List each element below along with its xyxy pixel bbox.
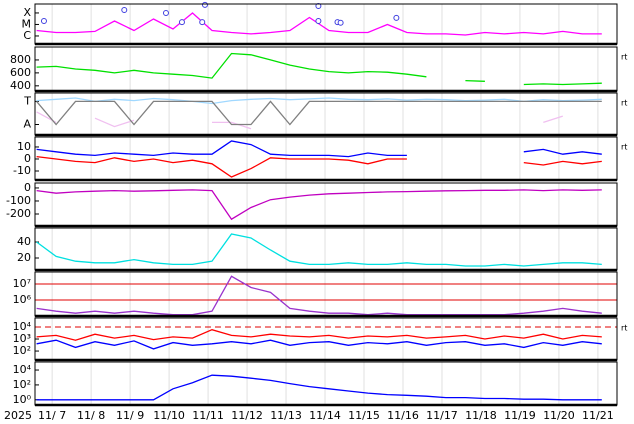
x-tick-label: 11/12: [231, 409, 263, 422]
y-tick-label: C: [23, 29, 31, 42]
x-tick-label: 11/ 7: [38, 409, 66, 422]
series-line: [36, 374, 602, 401]
y-tick-label: -10: [13, 164, 31, 177]
series-line: [36, 140, 602, 158]
y-tick-label: T: [23, 94, 31, 107]
y-tick-label: 40: [17, 235, 31, 248]
y-tick-label: M: [22, 17, 32, 30]
panel-frame: [34, 227, 618, 271]
y-tick-label: 0: [24, 152, 31, 165]
event-marker: [40, 17, 47, 24]
series-line: [36, 155, 602, 178]
y-tick-label: A: [23, 118, 31, 131]
rt-label: rt: [621, 99, 627, 108]
series-line: [36, 189, 602, 221]
x-tick-label: 11/11: [192, 409, 224, 422]
y-tick-label: 20: [17, 251, 31, 264]
y-tick-label: 10²: [13, 378, 31, 391]
x-tick-label: 11/14: [309, 409, 341, 422]
y-tick-label: -100: [6, 194, 31, 207]
y-tick-label: 10²: [13, 344, 31, 357]
y-tick-label: 600: [10, 66, 31, 79]
y-tick-label: 10⁴: [13, 320, 32, 333]
rt-label: rt: [621, 324, 627, 333]
x-tick-label: 11/15: [348, 409, 380, 422]
series-line: [36, 233, 602, 267]
x-tick-label: 11/ 9: [116, 409, 144, 422]
series-line: [36, 97, 602, 105]
series-line: [36, 52, 602, 86]
y-tick-label: 10⁴: [13, 363, 32, 376]
event-marker: [201, 1, 208, 8]
series-line: [36, 329, 602, 341]
event-marker: [393, 14, 400, 21]
rt-label: rt: [621, 143, 627, 152]
x-tick-label: 11/13: [270, 409, 302, 422]
rt-label: rt: [621, 53, 627, 62]
x-tick-label: 11/16: [387, 409, 419, 422]
y-tick-label: X: [23, 6, 31, 19]
x-tick-label: 11/ 8: [77, 409, 105, 422]
series-line: [37, 112, 602, 129]
y-tick-label: 10: [17, 140, 31, 153]
series-line: [36, 12, 602, 36]
event-marker: [162, 9, 169, 16]
panel-frame: [34, 361, 618, 406]
series-line: [36, 275, 602, 316]
panel-frame: [34, 182, 618, 227]
series-line: [36, 339, 602, 350]
series-line: [36, 100, 602, 126]
y-tick-label: 0: [24, 181, 31, 194]
x-tick-label: 11/20: [543, 409, 575, 422]
event-marker: [315, 17, 322, 24]
y-tick-label: 800: [10, 53, 31, 66]
y-tick-label: 10³: [13, 332, 31, 345]
x-tick-label: 11/21: [582, 409, 614, 422]
event-marker: [121, 7, 128, 14]
x-tick-label: 11/18: [465, 409, 497, 422]
y-tick-label: 400: [10, 79, 31, 92]
event-marker: [199, 19, 206, 26]
year-label: 2025: [4, 409, 32, 422]
event-marker: [337, 19, 344, 26]
y-tick-label: 10⁶: [13, 293, 32, 306]
panel-frame: [34, 271, 618, 317]
y-tick-label: 10⁰: [13, 393, 32, 406]
x-tick-label: 11/19: [504, 409, 536, 422]
x-tick-label: 11/17: [426, 409, 458, 422]
y-tick-label: 10⁷: [13, 277, 31, 290]
y-tick-label: -200: [6, 207, 31, 220]
x-tick-label: 11/10: [153, 409, 185, 422]
event-marker: [178, 19, 185, 26]
panel-frame: [34, 317, 618, 361]
